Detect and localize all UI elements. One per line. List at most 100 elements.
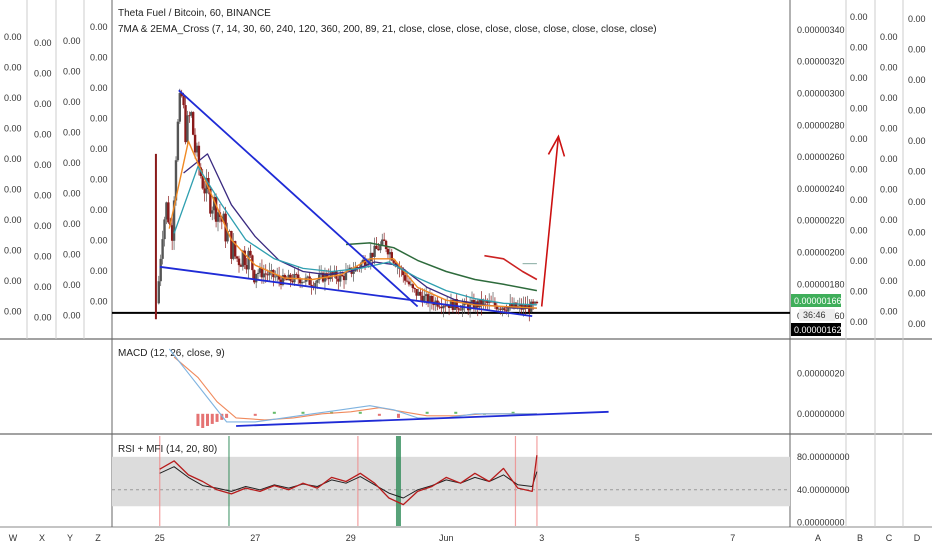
- candle-body: [277, 275, 281, 280]
- candle-body: [461, 305, 464, 311]
- candle-body: [392, 260, 395, 263]
- candle-body: [497, 308, 500, 310]
- price-tick-label: 0.00000260: [797, 152, 845, 162]
- candle-body: [302, 281, 306, 283]
- right-scale-label: 0.00: [880, 276, 898, 286]
- candle-body: [530, 301, 533, 312]
- candle-body: [478, 298, 481, 308]
- candle-body: [531, 301, 535, 304]
- rsi-pane[interactable]: RSI + MFI (14, 20, 80) 80.00000000 40.000…: [112, 436, 850, 528]
- candle-body: [361, 259, 365, 263]
- candle-body: [254, 274, 258, 283]
- candle-body: [423, 295, 426, 303]
- candle-body: [512, 302, 516, 308]
- right-scale-label: 0.00: [850, 165, 868, 175]
- candle-body: [178, 93, 181, 122]
- candle-body: [157, 281, 160, 304]
- candle-body: [291, 280, 294, 283]
- price-tick-label: 0.00000340: [797, 25, 845, 35]
- candle-body: [161, 239, 164, 259]
- candle-body: [501, 308, 504, 310]
- candle-body: [438, 306, 441, 308]
- bottom-right-button[interactable]: B: [857, 533, 863, 543]
- left-scale-label: 0.00: [4, 307, 22, 317]
- candle-body: [507, 306, 510, 312]
- time-tick-label: Jun: [439, 533, 454, 543]
- candle-body: [369, 252, 372, 262]
- right-scale-columns: 0.00 0.00 0.00 0.00 0.00 0.00 0.00 0.00 0.00 0.00…: [850, 12, 926, 329]
- macd-histogram-bar: [196, 413, 200, 426]
- candle-body: [449, 299, 453, 309]
- candle-body: [228, 230, 231, 232]
- right-scale-label: 0.00: [880, 185, 898, 195]
- price-series: [112, 88, 790, 322]
- rsi-tick-label: 0.00000000: [797, 518, 845, 528]
- rsi-signal-marker: [536, 436, 538, 526]
- left-scale-label: 0.00: [4, 246, 22, 256]
- macd-histogram-bar: [396, 413, 400, 418]
- right-scale-label: 0.00: [880, 246, 898, 256]
- left-scale-label: 0.00: [4, 93, 22, 103]
- bottom-left-button[interactable]: Z: [95, 533, 101, 543]
- macd-histogram-bar: [272, 411, 276, 414]
- candle-body: [339, 274, 342, 282]
- candle-body: [407, 281, 411, 285]
- candle-body: [276, 275, 279, 277]
- candle-body: [377, 248, 380, 251]
- price-tick-label: 0.00000200: [797, 247, 845, 257]
- bottom-left-button[interactable]: Y: [67, 533, 73, 543]
- left-scale-label: 0.00: [34, 69, 52, 79]
- candle-body: [247, 250, 250, 270]
- macd-histogram-bar: [454, 411, 458, 414]
- candle-body: [180, 93, 183, 97]
- mfi-line: [159, 466, 538, 499]
- candle-body: [363, 259, 367, 266]
- candle-body: [186, 115, 189, 143]
- left-scale-label: 0.00: [63, 67, 81, 77]
- rsi-band: [112, 436, 790, 526]
- right-scale-label: 0.00: [850, 195, 868, 205]
- bottom-left-button[interactable]: X: [39, 533, 45, 543]
- left-scale-label: 0.00: [63, 158, 81, 168]
- projection-arrow-shaft: [540, 136, 560, 307]
- candle-body: [510, 303, 514, 308]
- left-scale-label: 0.00: [63, 36, 81, 46]
- candle-body: [266, 274, 269, 276]
- candle-body: [285, 278, 288, 281]
- candle-body: [509, 303, 512, 307]
- price-pane[interactable]: Theta Fuel / Bitcoin, 60, BINANCE 7MA & …: [112, 8, 845, 336]
- right-scale-label: 0.00: [908, 228, 926, 238]
- bottom-right-button[interactable]: A: [815, 533, 821, 543]
- macd-histogram-bar: [425, 411, 429, 414]
- bottom-right-button[interactable]: C: [886, 533, 893, 543]
- bottom-left-button[interactable]: W: [9, 533, 18, 543]
- candle-body: [239, 265, 243, 267]
- candle-body: [232, 241, 235, 259]
- candle-body: [417, 291, 420, 296]
- candle-body: [356, 267, 359, 268]
- candle-body: [444, 305, 447, 307]
- candle-body: [243, 250, 246, 266]
- candle-body: [533, 301, 537, 304]
- left-scale-label: 0.00: [34, 313, 52, 323]
- candle-body: [241, 250, 245, 267]
- rsi-title: RSI + MFI (14, 20, 80): [118, 444, 217, 455]
- left-scale-label: 0.00: [4, 215, 22, 225]
- candle-body: [327, 277, 330, 280]
- candle-body: [440, 306, 443, 309]
- bottom-right-button[interactable]: D: [914, 533, 921, 543]
- line-price-value: 0.00000162: [794, 325, 842, 335]
- candle-body: [170, 225, 174, 241]
- price-tick-label: 0.00000240: [797, 184, 845, 194]
- time-axis[interactable]: 25 27 29 Jun 3 5 7: [155, 533, 735, 543]
- price-tick-label: 0.00000280: [797, 120, 845, 130]
- macd-histogram-bar: [201, 413, 205, 428]
- price-tick-label: 0.00000180: [797, 279, 845, 289]
- right-scale-label: 0.00: [850, 104, 868, 114]
- left-scale-label: 0.00: [4, 154, 22, 164]
- left-scale-label: 0.00: [34, 191, 52, 201]
- macd-pane[interactable]: MACD (12, 26, close, 9) 0.000000200.0000…: [118, 348, 845, 428]
- macd-histogram-bar: [205, 413, 209, 426]
